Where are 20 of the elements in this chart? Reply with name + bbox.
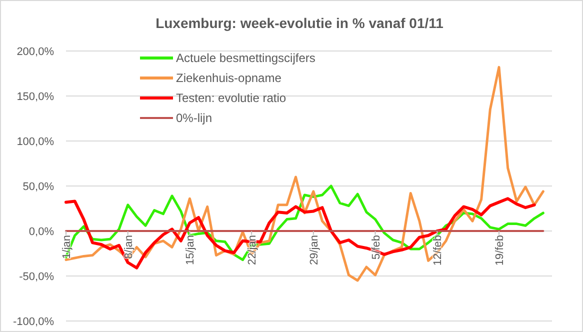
legend-label: Actuele besmettingscijfers (176, 51, 316, 65)
y-tick-label: 150,0% (16, 91, 54, 103)
y-tick-label: -50,0% (19, 271, 54, 283)
legend-label: Ziekenhuis-opname (176, 71, 282, 85)
chart-title: Luxemburg: week-evolutie in % vanaf 01/11 (156, 15, 444, 31)
legend-label: Testen: evolutie ratio (176, 91, 286, 105)
x-tick-label: 5/feb (370, 235, 382, 260)
x-tick-label: 8/jan (122, 235, 135, 259)
y-tick-label: 100,0% (16, 136, 54, 148)
y-tick-label: 200,0% (16, 46, 54, 58)
y-tick-label: 0,0% (28, 226, 54, 238)
x-tick-label: 15/jan (184, 235, 197, 265)
x-tick-label: 19/feb (494, 235, 506, 266)
y-tick-label: -100,0% (13, 316, 54, 328)
y-tick-label: 50,0% (22, 181, 54, 193)
legend-label: 0%-lijn (176, 111, 212, 125)
x-tick-label: 1/jan (61, 235, 73, 259)
x-tick-label: 22/jan (246, 235, 259, 265)
x-tick-label: 29/jan (308, 235, 320, 265)
x-tick-label: 12/feb (432, 235, 444, 266)
